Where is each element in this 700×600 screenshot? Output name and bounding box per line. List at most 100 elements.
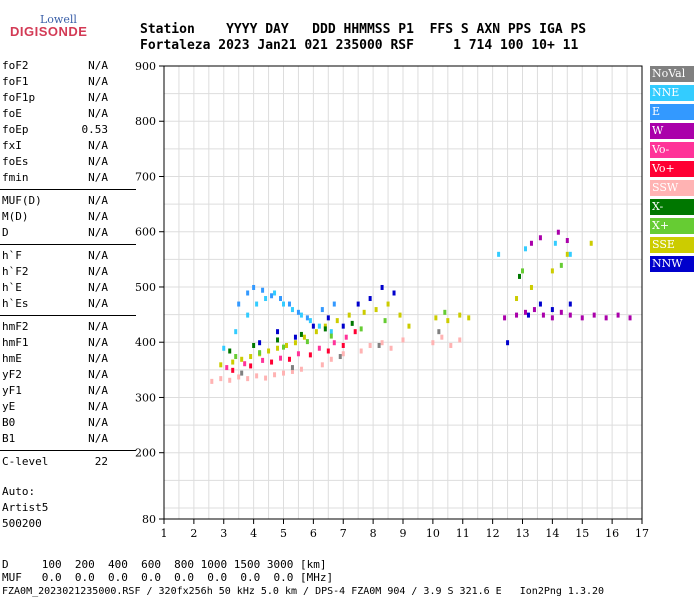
data-point-e	[279, 296, 283, 302]
data-point-w	[628, 315, 632, 321]
data-point-e	[287, 301, 291, 307]
muf-row: MUF 0.0 0.0 0.0 0.0 0.0 0.0 0.0 0.0 [MHz…	[2, 571, 334, 584]
x-tick-label: 3	[220, 527, 227, 540]
param-name: B0	[2, 416, 16, 429]
param-value: N/A	[88, 352, 108, 365]
logo-lowell-text: Lowell	[40, 13, 77, 26]
data-point-e	[252, 284, 256, 290]
legend-item-vo-: Vo+	[650, 161, 694, 177]
legend-item-sse: SSE	[650, 237, 694, 253]
data-point-sse	[407, 323, 411, 329]
data-point-x-	[282, 344, 285, 350]
data-point-sse	[458, 312, 462, 318]
group-separator	[0, 189, 136, 190]
data-point-x-	[252, 342, 256, 348]
param-name: foF1	[2, 75, 29, 88]
data-point-nne	[317, 323, 321, 329]
data-point-noval	[240, 370, 244, 376]
auto-line-1: Auto:	[2, 485, 36, 498]
param-name: h`Es	[2, 297, 29, 310]
data-point-nnw	[568, 301, 572, 307]
header-values: Fortaleza 2023 Jan21 021 235000 RSF 1 71…	[140, 38, 579, 53]
group-separator	[0, 244, 136, 245]
param-name: foEp	[2, 123, 29, 136]
param-value: N/A	[88, 400, 108, 413]
data-point-w	[515, 312, 519, 318]
data-point-w	[503, 315, 507, 321]
data-point-ssw	[320, 362, 324, 368]
x-tick-label: 10	[426, 527, 440, 540]
param-name: D	[2, 226, 9, 239]
data-point-e	[296, 309, 300, 315]
y-tick-label: 700	[135, 170, 156, 183]
data-point-sse	[249, 354, 253, 360]
data-point-ssw	[458, 337, 462, 343]
param-name: hmF1	[2, 336, 29, 349]
param-name: fxI	[2, 139, 22, 152]
data-point-ssw	[246, 376, 250, 382]
data-point-sse	[335, 318, 339, 324]
param-value: N/A	[88, 281, 108, 294]
data-point-vo-	[243, 361, 247, 367]
data-point-ssw	[273, 372, 277, 378]
footer-info: FZA0M_2023021235000.RSF / 320fx256h 50 k…	[2, 586, 605, 597]
data-point-x-	[350, 320, 354, 326]
legend-item-ssw: SSW	[650, 180, 694, 196]
data-point-vo-	[225, 365, 229, 371]
data-point-e	[332, 301, 336, 307]
param-value: N/A	[88, 139, 108, 152]
data-point-nnw	[392, 290, 396, 296]
param-name: h`F2	[2, 265, 29, 278]
data-point-sse	[276, 345, 280, 351]
x-tick-label: 9	[400, 527, 407, 540]
data-point-x-	[329, 333, 333, 339]
param-value: N/A	[88, 91, 108, 104]
data-point-ssw	[440, 334, 444, 340]
data-point-vo-	[344, 334, 348, 340]
x-tick-label: 15	[575, 527, 589, 540]
data-point-vo-	[296, 351, 300, 357]
data-point-e	[270, 293, 274, 299]
param-name: C-level	[2, 455, 49, 468]
x-tick-label: 16	[605, 527, 619, 540]
data-point-noval	[437, 329, 441, 335]
param-value: N/A	[88, 107, 108, 120]
param-name: yF2	[2, 368, 22, 381]
data-point-ssw	[299, 366, 303, 372]
data-point-vo-	[317, 345, 321, 351]
data-point-sse	[219, 362, 223, 368]
legend-item-noval: NoVal	[650, 66, 694, 82]
param-name: yE	[2, 400, 16, 413]
x-tick-label: 7	[340, 527, 347, 540]
data-point-w	[580, 315, 584, 321]
data-point-nne	[222, 345, 226, 351]
param-name: foE	[2, 107, 22, 120]
data-point-sse	[386, 301, 390, 307]
data-point-sse	[374, 307, 378, 313]
data-point-nnw	[526, 312, 530, 318]
data-point-vo-	[332, 340, 336, 346]
data-point-vo-	[249, 363, 253, 369]
data-point-x-	[359, 326, 363, 332]
data-point-ssw	[228, 377, 232, 383]
data-point-nne	[264, 296, 268, 302]
param-value: N/A	[88, 75, 108, 88]
data-point-nne	[497, 251, 501, 257]
logo-digisonde-text: DIGISONDE	[10, 24, 88, 39]
data-point-x-	[299, 331, 303, 337]
data-point-e	[261, 287, 265, 293]
param-value: N/A	[88, 320, 108, 333]
param-value: N/A	[88, 249, 108, 262]
data-point-ssw	[401, 337, 405, 343]
data-point-ssw	[237, 374, 241, 380]
x-tick-label: 17	[635, 527, 649, 540]
param-value: N/A	[88, 194, 108, 207]
data-point-e	[237, 301, 241, 307]
data-point-nnw	[258, 340, 262, 346]
param-name: hmF2	[2, 320, 29, 333]
data-point-vo-	[341, 342, 345, 348]
data-point-sse	[565, 251, 569, 257]
param-value: N/A	[88, 226, 108, 239]
x-tick-label: 8	[370, 527, 377, 540]
data-point-sse	[550, 268, 554, 274]
